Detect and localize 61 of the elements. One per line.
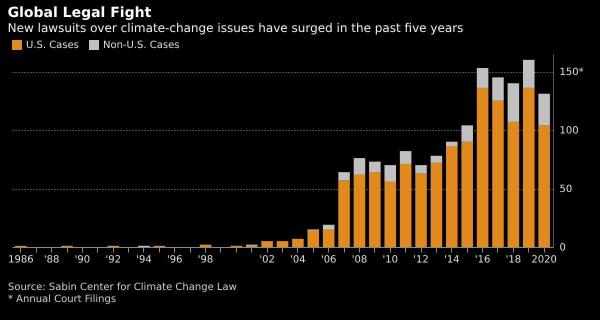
source-note: Source: Sabin Center for Climate Change Law <box>8 282 238 294</box>
bar <box>538 94 550 126</box>
x-tick-label: '10 <box>382 254 398 266</box>
legend-label: U.S. Cases <box>26 40 79 51</box>
x-tick-label: '18 <box>506 254 522 266</box>
bar <box>508 83 520 122</box>
x-tick-label: '12 <box>413 254 429 266</box>
bar <box>384 181 396 247</box>
bar <box>430 156 442 163</box>
x-tick-label: '88 <box>44 254 60 266</box>
bar <box>322 224 334 230</box>
legend-label: Non-U.S. Cases <box>103 40 180 51</box>
x-tick-label: '16 <box>474 254 490 266</box>
bar <box>476 68 488 88</box>
chart-subtitle: New lawsuits over climate-change issues have surged in the past five years <box>8 21 464 35</box>
bar <box>461 125 473 142</box>
bar <box>384 165 396 182</box>
x-tick-label: '04 <box>290 254 306 266</box>
bar <box>522 88 535 247</box>
bar <box>369 172 381 247</box>
x-tick-label: '94 <box>136 254 152 266</box>
bar <box>492 100 504 247</box>
bar <box>476 88 488 247</box>
bar <box>369 162 381 172</box>
bar <box>446 142 458 146</box>
bar <box>354 174 366 247</box>
y-tick-label: 150* <box>560 67 584 78</box>
y-tick-label: 50 <box>560 184 572 196</box>
chart-title: Global Legal Fight <box>8 5 152 21</box>
bar <box>292 238 304 247</box>
x-tick-label: '02 <box>259 254 275 266</box>
bar <box>338 180 350 247</box>
bar <box>446 146 458 247</box>
bar <box>338 172 350 180</box>
x-tick-label: '98 <box>198 254 214 266</box>
bar <box>400 151 412 164</box>
bar <box>415 173 427 247</box>
bar <box>508 122 520 247</box>
bar <box>538 125 550 247</box>
y-tick-label: 100 <box>560 126 579 137</box>
bar <box>522 60 535 88</box>
x-tick-label: 1986 <box>8 254 34 266</box>
x-tick-label: '06 <box>320 254 336 266</box>
bar <box>354 158 366 174</box>
x-tick-label: 2020 <box>531 254 557 266</box>
bar <box>492 77 504 101</box>
x-tick-label: '08 <box>352 254 368 266</box>
bar <box>322 229 334 247</box>
bar <box>415 165 427 174</box>
bar <box>461 142 473 247</box>
text: * Annual Court Filings <box>8 294 118 306</box>
bar <box>261 241 273 247</box>
bar <box>400 164 412 247</box>
bar <box>430 162 442 247</box>
bar <box>276 241 288 247</box>
x-tick-label: '92 <box>105 254 121 266</box>
x-tick-label: '90 <box>74 254 90 266</box>
y-tick-label: 0 <box>560 242 566 254</box>
bar <box>308 230 320 247</box>
x-tick-label: '96 <box>167 254 183 266</box>
x-tick-label: '14 <box>444 254 460 266</box>
